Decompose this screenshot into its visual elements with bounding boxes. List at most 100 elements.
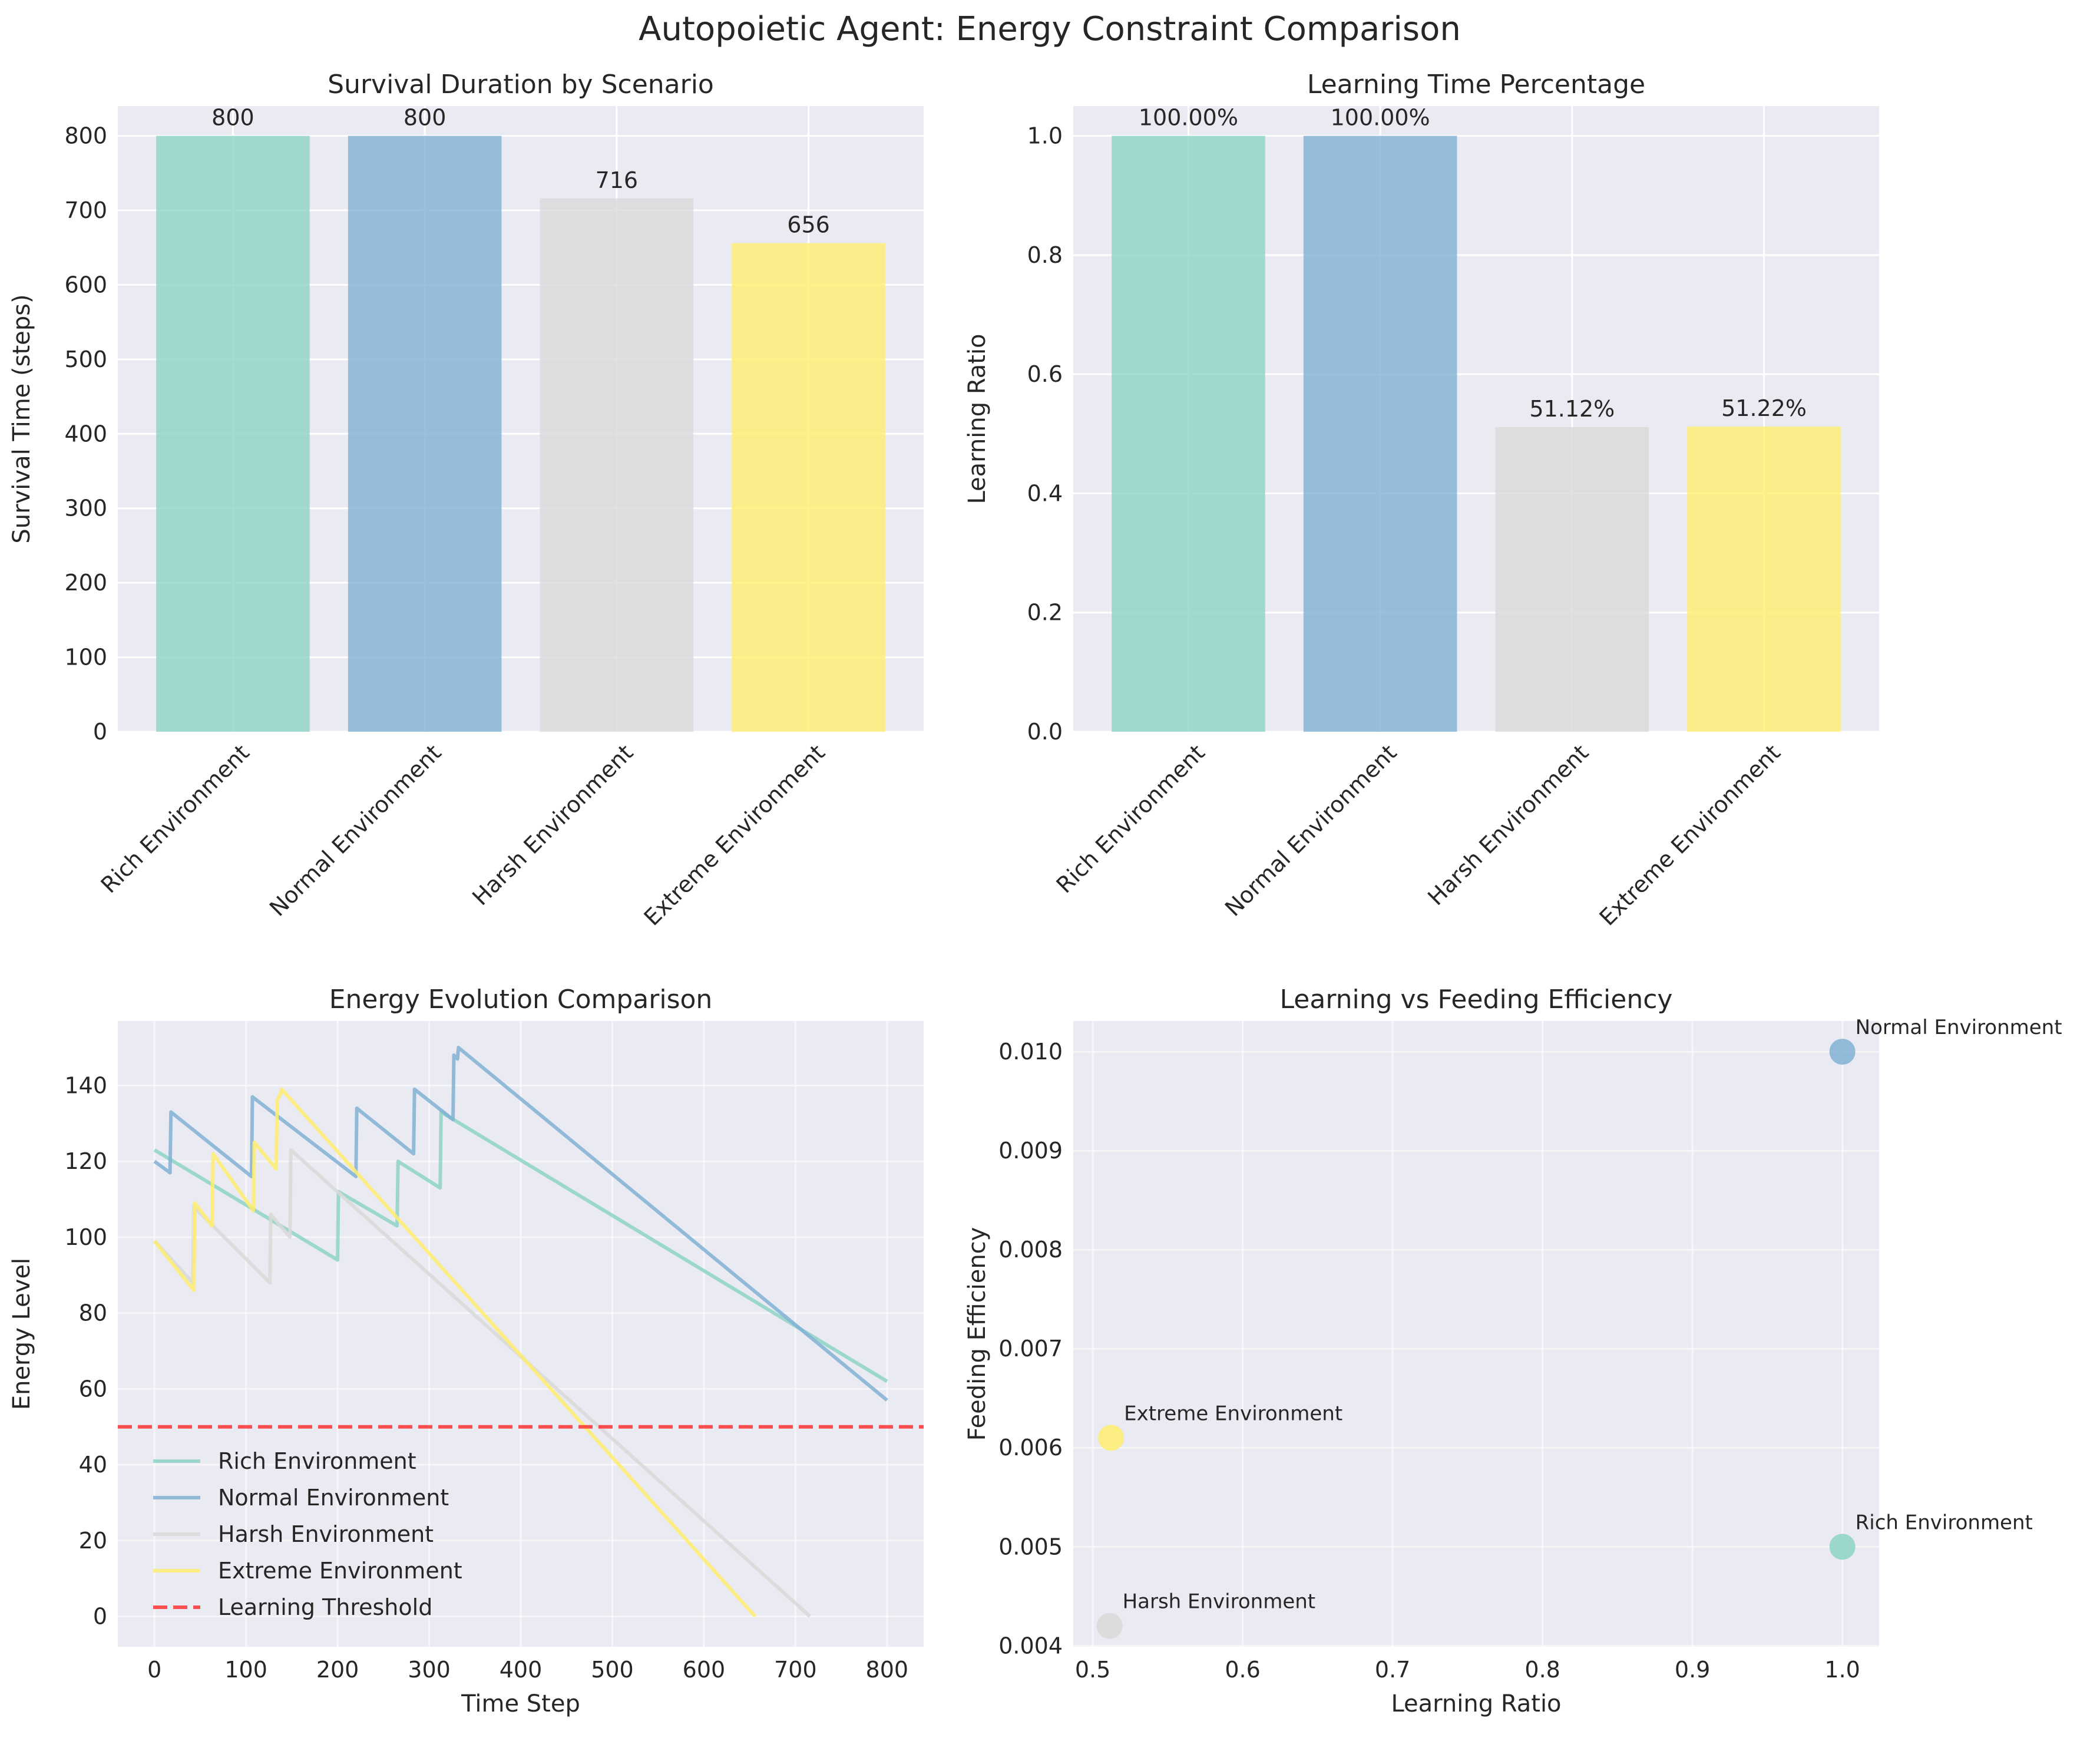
chart-title: Learning Time Percentage (1307, 70, 1645, 100)
x-tick-label: 0.5 (1075, 1657, 1110, 1683)
scatter-point (1829, 1039, 1856, 1065)
y-tick-label: 20 (79, 1528, 107, 1554)
legend-label: Rich Environment (218, 1448, 416, 1474)
y-tick-label: 100 (64, 645, 107, 670)
x-tick-label: 500 (591, 1657, 634, 1683)
y-tick-label: 0 (93, 1604, 107, 1630)
x-tick-label: 800 (866, 1657, 909, 1683)
y-tick-label: 1.0 (1027, 123, 1063, 149)
bar-value-label: 800 (211, 105, 254, 131)
x-tick-label: Extreme Environment (1595, 739, 1785, 930)
x-tick-label: Rich Environment (1051, 739, 1210, 898)
chart-title: Energy Evolution Comparison (329, 985, 713, 1015)
y-axis-label: Survival Time (steps) (8, 294, 35, 543)
chart-energy-evolution: Energy Evolution Comparison 0 20 40 60 80 100 1… (8, 985, 924, 1717)
x-tick-label: 200 (316, 1657, 359, 1683)
x-tick-label: 0 (147, 1657, 161, 1683)
x-tick-label: 600 (683, 1657, 726, 1683)
x-tick-label: 100 (224, 1657, 267, 1683)
chart-title: Survival Duration by Scenario (328, 70, 714, 100)
y-tick-label: 60 (79, 1376, 107, 1402)
bar (1112, 136, 1265, 732)
bar-value-label: 656 (787, 212, 830, 238)
bar (156, 136, 310, 732)
y-tick-label: 0.4 (1027, 480, 1063, 506)
x-tick-label: 1.0 (1824, 1657, 1860, 1683)
y-tick-label: 600 (64, 272, 107, 298)
scatter-point (1829, 1534, 1856, 1560)
y-axis-label: Feeding Efficiency (964, 1227, 991, 1441)
bar-value-label: 800 (404, 105, 447, 131)
x-tick-label: Harsh Environment (1423, 739, 1593, 910)
legend-label: Normal Environment (218, 1485, 449, 1511)
y-tick-label: 0.006 (998, 1435, 1063, 1461)
bar (1495, 427, 1649, 732)
x-axis-label: Time Step (461, 1690, 580, 1717)
x-tick-label: 300 (408, 1657, 451, 1683)
y-tick-label: 300 (64, 495, 107, 521)
point-annotation: Rich Environment (1856, 1511, 2033, 1534)
y-axis-label: Learning Ratio (964, 333, 991, 504)
y-tick-label: 0.6 (1027, 361, 1063, 387)
y-tick-label: 0.005 (998, 1534, 1063, 1560)
y-tick-label: 700 (64, 197, 107, 223)
x-tick-label: 400 (500, 1657, 543, 1683)
figure-title: Autopoietic Agent: Energy Constraint Com… (639, 10, 1461, 48)
x-tick-label: Rich Environment (96, 739, 254, 898)
chart-learning-vs-feeding: Learning vs Feeding Efficiency 0.004 0.005… (964, 985, 2062, 1717)
y-tick-label: 40 (79, 1452, 107, 1478)
x-tick-label: 0.6 (1225, 1657, 1260, 1683)
y-tick-label: 800 (64, 123, 107, 149)
y-tick-label: 500 (64, 346, 107, 372)
x-tick-label: Extreme Environment (639, 739, 830, 930)
bar (1687, 426, 1841, 732)
y-axis-label: Energy Level (8, 1258, 35, 1410)
bar-value-label: 100.00% (1139, 105, 1238, 131)
series-line (153, 1046, 888, 1402)
series-line (153, 1087, 757, 1618)
y-tick-label: 120 (64, 1148, 107, 1174)
y-tick-label: 0.004 (998, 1633, 1063, 1659)
scatter-point (1096, 1613, 1123, 1639)
bar (732, 243, 885, 732)
x-tick-label: 0.7 (1375, 1657, 1410, 1683)
legend-label: Extreme Environment (218, 1558, 462, 1584)
x-axis-label: Learning Ratio (1391, 1690, 1561, 1717)
bar-value-label: 51.12% (1529, 396, 1615, 422)
y-tick-label: 0.2 (1027, 600, 1063, 626)
chart-survival-duration: Survival Duration by Scenario 0 100 200 300 4… (8, 70, 924, 931)
y-tick-label: 80 (79, 1300, 107, 1326)
x-tick-label: Harsh Environment (467, 739, 638, 910)
scatter-point (1098, 1425, 1125, 1451)
x-tick-label: 0.9 (1675, 1657, 1710, 1683)
y-tick-label: 0.010 (998, 1039, 1063, 1065)
series-line (153, 1110, 888, 1383)
x-tick-label: Normal Environment (264, 739, 446, 921)
y-tick-label: 0.8 (1027, 242, 1063, 268)
point-annotation: Normal Environment (1856, 1016, 2062, 1039)
point-annotation: Extreme Environment (1124, 1402, 1342, 1425)
bar (540, 198, 694, 732)
y-tick-label: 140 (64, 1072, 107, 1098)
y-tick-label: 100 (64, 1224, 107, 1250)
y-tick-label: 400 (64, 421, 107, 447)
bar-value-label: 716 (596, 167, 639, 193)
y-tick-label: 0.0 (1027, 719, 1063, 745)
chart-learning-time: Learning Time Percentage 0.0 0.2 0.4 0.6 0.8 1… (964, 70, 1879, 931)
x-tick-label: Normal Environment (1220, 739, 1401, 921)
y-tick-label: 0 (93, 719, 107, 745)
point-annotation: Harsh Environment (1123, 1590, 1316, 1614)
chart-title: Learning vs Feeding Efficiency (1280, 985, 1673, 1015)
plot-area (1073, 1021, 1879, 1647)
y-tick-label: 0.009 (998, 1138, 1063, 1164)
bar (1303, 136, 1457, 732)
y-tick-label: 0.008 (998, 1237, 1063, 1263)
y-tick-label: 0.007 (998, 1336, 1063, 1362)
x-tick-label: 0.8 (1524, 1657, 1560, 1683)
legend-label: Learning Threshold (218, 1594, 432, 1620)
bar (348, 136, 502, 732)
y-tick-label: 200 (64, 570, 107, 596)
bar-value-label: 100.00% (1331, 105, 1430, 131)
x-tick-label: 700 (774, 1657, 817, 1683)
